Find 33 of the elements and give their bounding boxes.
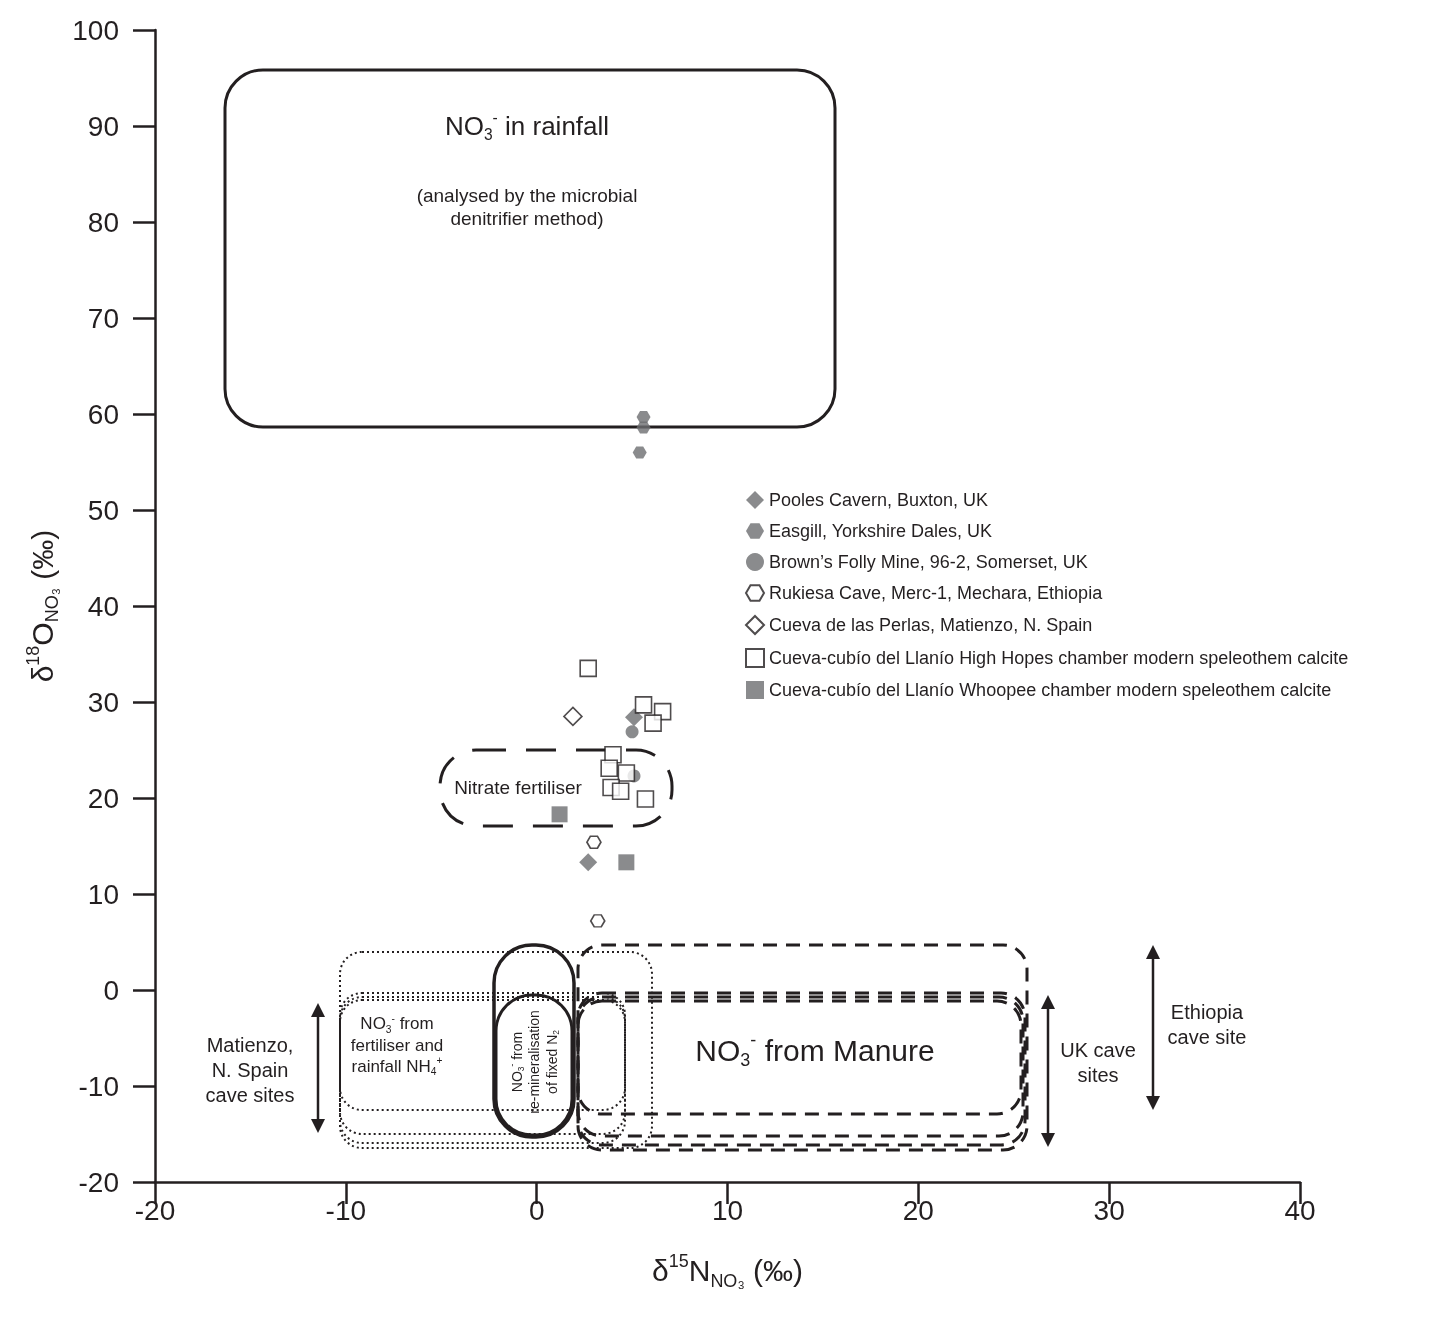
y-tick-label: 30 — [87, 686, 119, 718]
y-tick-label: 90 — [87, 110, 119, 142]
x-tick-label: 30 — [1093, 1194, 1125, 1226]
x-tick-label: 40 — [1284, 1194, 1316, 1226]
y-tick-label: 50 — [87, 494, 119, 526]
legend-label: Cueva-cubío del Llanío High Hopes chamber modern speleothem calcite — [769, 648, 1349, 668]
legend-label: Rukiesa Cave, Merc-1, Mechara, Ethiopia — [769, 583, 1104, 603]
y-tick-label: 0 — [103, 974, 119, 1006]
annotation: UK cave sites — [1060, 1038, 1136, 1086]
annotation: Ethiopia cave site — [1167, 1000, 1247, 1048]
legend-label: Pooles Cavern, Buxton, UK — [769, 490, 989, 510]
y-tick-label: 80 — [87, 206, 119, 238]
x-tick-label: 20 — [902, 1194, 934, 1226]
x-tick-label: 10 — [711, 1194, 744, 1226]
y-tick-label: -10 — [78, 1070, 119, 1102]
y-tick-label: 20 — [87, 782, 119, 814]
y-tick-label: -20 — [78, 1166, 119, 1198]
legend-label: Cueva-cubío del Llanío Whoopee chamber modern speleothem calcite — [769, 680, 1332, 700]
x-tick-label: 0 — [528, 1194, 545, 1226]
legend-label: Brown’s Folly Mine, 96-2, Somerset, UK — [769, 552, 1088, 572]
annotation: (analysed by the microbial denitrifier method) — [416, 184, 638, 230]
annotation: Matienzo, N. Spain cave sites — [205, 1034, 295, 1106]
y-tick-label: 40 — [87, 590, 119, 622]
y-tick-label: 60 — [87, 398, 119, 430]
y-tick-label: 70 — [87, 302, 119, 334]
x-tick-label: -20 — [134, 1194, 176, 1226]
legend-label: Easgill, Yorkshire Dales, UK — [769, 521, 993, 541]
y-tick-label: 100 — [72, 14, 119, 46]
y-axis-title: δ18ONO₃ (‰) — [22, 529, 63, 683]
annotation: Nitrate fertiliser — [454, 776, 583, 798]
legend-label: Cueva de las Perlas, Matienzo, N. Spain — [769, 615, 1093, 635]
y-tick-label: 10 — [87, 878, 119, 910]
x-tick-label: -10 — [325, 1194, 367, 1226]
